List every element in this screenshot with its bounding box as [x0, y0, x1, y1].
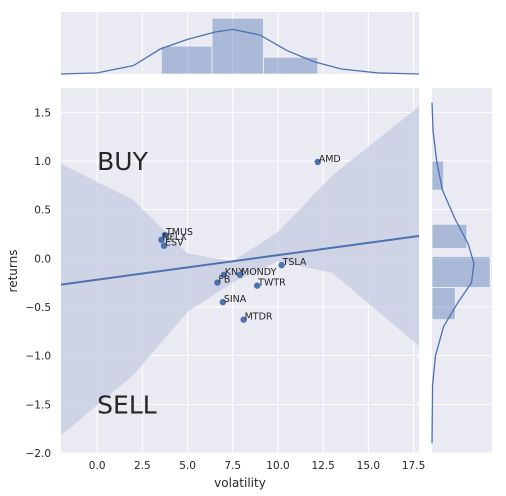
point-label-tmus: TMUS: [165, 227, 193, 238]
x-tick-label: 2.5: [134, 460, 151, 472]
top-marginal-histogram: [60, 17, 420, 75]
top-marginal-panel: [61, 12, 419, 74]
point-twtr: [253, 282, 261, 289]
x-axis-label: volatility: [214, 476, 266, 490]
point-label-knx: KNX: [225, 267, 245, 278]
y-axis-label: returns: [6, 250, 20, 293]
point-nflx: [158, 236, 165, 244]
y-kde-curve: [431, 102, 475, 444]
x-tick-label: 17.5: [402, 460, 425, 472]
x-tick-label: 10.0: [266, 460, 289, 472]
annotation-sell: SELL: [97, 390, 157, 419]
y-tick-label: −1.0: [26, 351, 52, 363]
x-tick-label: 5.0: [179, 460, 196, 472]
point-label-nflx: NFLX: [162, 232, 187, 243]
confidence-band: [61, 106, 419, 436]
point-esv: [160, 242, 168, 249]
right-marginal-histogram: [431, 102, 491, 444]
x-tick-label: 15.0: [357, 460, 380, 472]
point-label-tsla: TSLA: [282, 257, 307, 268]
point-label-fb: FB: [218, 275, 230, 286]
y-tick-label: 0.5: [34, 205, 51, 217]
point-fb: [214, 279, 221, 286]
point-label-sina: SINA: [224, 294, 247, 305]
x-hist-bar: [211, 17, 264, 75]
point-tsla: [278, 261, 285, 269]
top-marginal-grid: [96, 12, 415, 74]
right-marginal-grid: [432, 111, 492, 454]
x-hist-bar: [263, 56, 319, 75]
x-kde-curve: [60, 28, 420, 75]
regression-layer: [60, 234, 420, 286]
point-tmus: [161, 231, 169, 239]
annotation-layer: BUY SELL: [97, 147, 157, 419]
point-mondy: [236, 271, 244, 279]
x-tick-label: 12.5: [311, 460, 334, 472]
y-tick-label: −0.5: [26, 302, 52, 314]
x-tick-label: 7.5: [224, 460, 241, 472]
y-hist-bar: [431, 255, 491, 288]
point-knx: [220, 271, 227, 279]
y-tick-label: −1.5: [26, 399, 52, 411]
point-label-twtr: TWTR: [257, 278, 286, 289]
y-hist-bar: [431, 160, 445, 191]
regression-line: [60, 234, 420, 286]
x-tick-label: 0.0: [89, 460, 106, 472]
y-tick-label: −2.0: [26, 448, 52, 460]
point-label-mondy: MONDY: [241, 267, 277, 278]
right-marginal-panel: [432, 88, 492, 453]
y-tick-label: 1.5: [34, 107, 51, 119]
y-tick-label: 1.0: [34, 156, 51, 168]
annotation-buy: BUY: [97, 147, 148, 176]
point-mtdr: [240, 316, 247, 323]
point-amd: [314, 158, 321, 166]
y-hist-bar: [431, 287, 456, 321]
tick-labels: 0.0 2.5 5.0 7.5 10.0 12.5 15.0 17.5 1.5 1.0 0.5 0.0…: [26, 107, 426, 472]
point-label-amd: AMD: [319, 154, 341, 165]
confidence-band-layer: [61, 106, 419, 436]
y-hist-bar: [431, 223, 468, 249]
y-tick-label: 0.0: [34, 253, 51, 265]
point-label-mtdr: MTDR: [245, 312, 273, 323]
x-hist-bar: [160, 45, 213, 75]
point-sina: [219, 298, 227, 306]
point-label-esv: ESV: [165, 238, 184, 249]
